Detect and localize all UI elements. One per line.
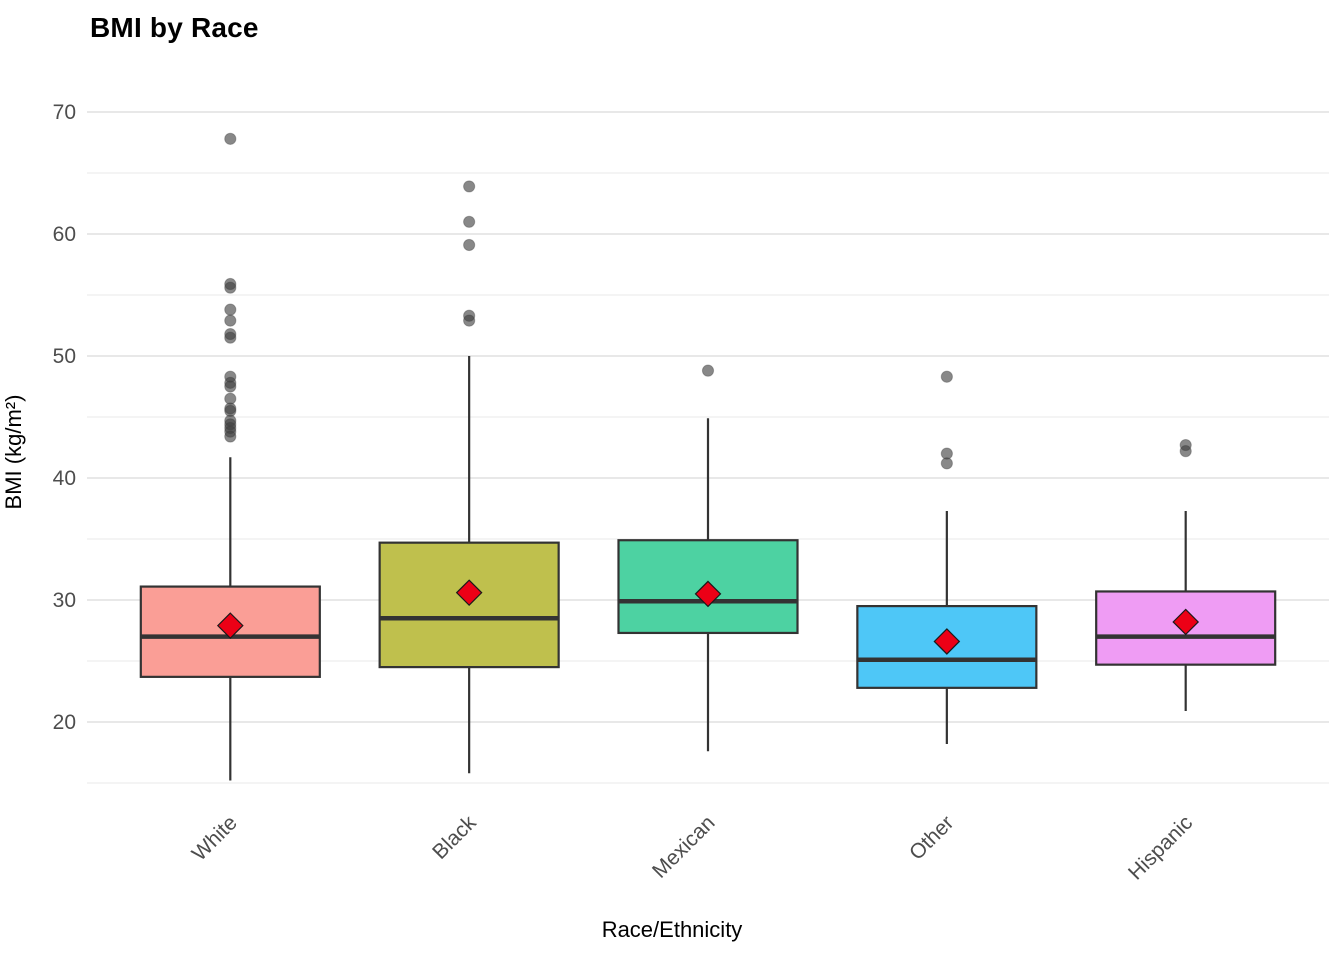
outlier-point — [224, 331, 237, 344]
y-tick-20: 20 — [53, 711, 76, 734]
outliers-white — [224, 132, 237, 443]
outlier-point — [224, 380, 237, 393]
outlier-point — [224, 314, 237, 327]
outlier-point — [463, 180, 476, 193]
outlier-point — [224, 303, 237, 316]
x-tick-other: Other — [905, 811, 958, 864]
x-tick-black: Black — [428, 811, 481, 864]
y-tick-70: 70 — [53, 101, 76, 124]
outlier-point — [463, 314, 476, 327]
outlier-point — [224, 281, 237, 294]
mean-marker-mexican — [694, 580, 722, 608]
x-axis-title: Race/Ethnicity — [601, 917, 743, 942]
y-tick-60: 60 — [53, 223, 76, 246]
chart-title: BMI by Race — [90, 12, 259, 43]
outlier-point — [463, 215, 476, 228]
box-group-white — [139, 132, 321, 781]
x-tick-hispanic: Hispanic — [1124, 811, 1197, 884]
outliers-black — [463, 180, 476, 327]
box-group-hispanic — [1095, 438, 1277, 712]
y-tick-40: 40 — [53, 467, 76, 490]
x-tick-mexican: Mexican — [648, 811, 720, 883]
box-group-mexican — [617, 364, 799, 752]
y-tick-30: 30 — [53, 589, 76, 612]
outlier-point — [463, 238, 476, 252]
outlier-point — [940, 457, 953, 470]
outlier-point — [1179, 445, 1192, 458]
outlier-point — [701, 364, 715, 377]
outlier-point — [224, 132, 237, 145]
mean-marker-black — [455, 579, 483, 607]
x-tick-white: White — [188, 811, 242, 865]
outlier-point — [224, 430, 237, 443]
outliers-mexican — [701, 364, 715, 377]
mean-marker-other — [933, 628, 961, 655]
mean-marker-hispanic — [1172, 608, 1200, 636]
mean-marker-white — [216, 612, 244, 639]
box-group-other — [856, 370, 1038, 744]
y-tick-50: 50 — [53, 345, 76, 368]
outliers-other — [940, 370, 953, 470]
outlier-point — [940, 370, 953, 383]
box-group-black — [378, 180, 560, 774]
y-axis-ticks: 70 60 50 40 30 20 — [53, 101, 76, 734]
outliers-hispanic — [1179, 438, 1192, 458]
